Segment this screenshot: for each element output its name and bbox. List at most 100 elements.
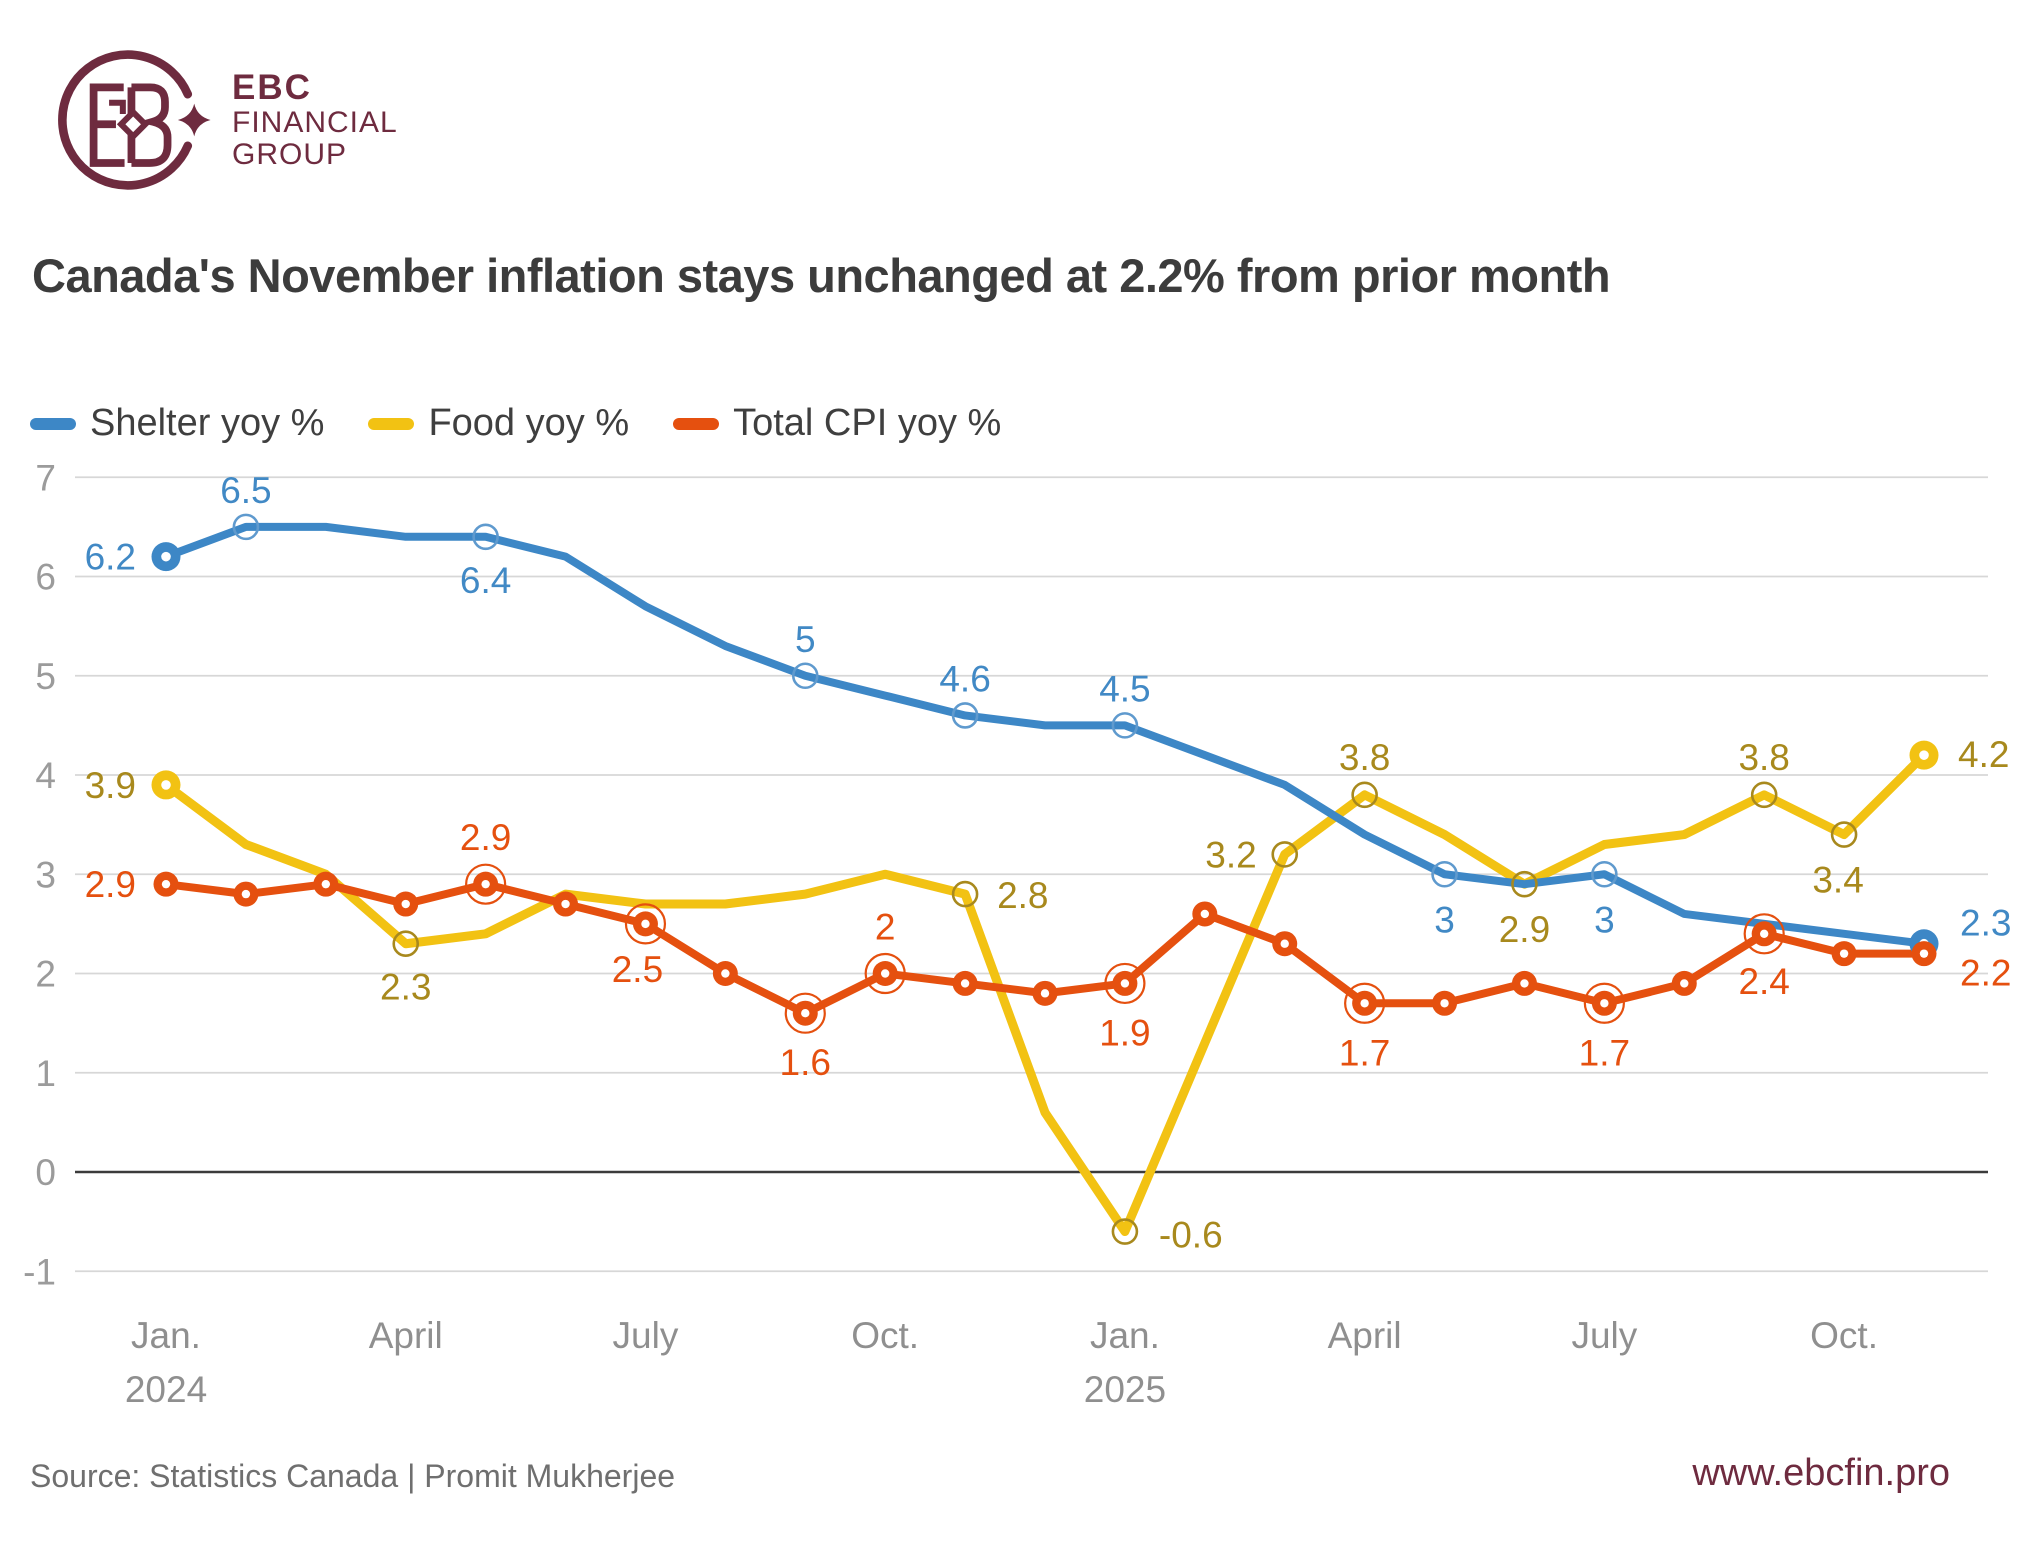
data-label: 2.3 xyxy=(1960,903,2011,944)
data-label: 2.3 xyxy=(380,967,431,1008)
marker-dot-hole xyxy=(1440,999,1449,1008)
logo-line-2: FINANCIAL xyxy=(232,105,398,139)
marker-dot-hole xyxy=(1919,750,1929,760)
data-label: 2.9 xyxy=(85,864,136,905)
marker-dot-hole xyxy=(161,780,171,790)
marker-ring xyxy=(864,952,906,995)
data-label: 3.9 xyxy=(85,765,136,806)
website-link: www.ebcfin.pro xyxy=(1692,1452,1950,1494)
y-tick-label: 3 xyxy=(35,854,56,895)
marker-open-circle xyxy=(1111,712,1139,739)
chart-title: Canada's November inflation stays unchan… xyxy=(32,249,1611,302)
data-label: -0.6 xyxy=(1159,1215,1223,1256)
data-label: 3.8 xyxy=(1339,737,1390,778)
data-point-labels: 6.2 6.5 6.4 5 4.6 4.5 3 3 2.3 3.9 2.3 2.8 -0.6 3.2 3.8… xyxy=(85,470,2012,1256)
source-attribution: Source: Statistics Canada | Promit Mukhe… xyxy=(30,1458,676,1494)
data-label: 2.9 xyxy=(1499,909,1550,950)
marker-open-circle xyxy=(392,930,420,958)
data-label: 2.2 xyxy=(1960,953,2011,994)
data-label: 2.8 xyxy=(997,875,1048,916)
gridlines xyxy=(75,476,1988,1273)
marker-ring xyxy=(624,903,667,945)
marker-dot-hole xyxy=(1360,999,1369,1008)
marker-dot-hole xyxy=(960,979,970,988)
legend-label-shelter: Shelter yoy % xyxy=(90,402,325,444)
ebc-logo: EBC FINANCIAL GROUP xyxy=(42,34,398,206)
x-tick-label: April xyxy=(369,1315,443,1356)
marker-dot-hole xyxy=(481,879,490,889)
marker-open-circle xyxy=(951,702,979,729)
marker-dot-hole xyxy=(1759,929,1769,938)
marker-dot-hole xyxy=(1839,949,1849,958)
legend-swatch-total-cpi xyxy=(673,417,720,430)
legend-item-shelter: Shelter yoy % xyxy=(30,402,324,445)
data-label: 3 xyxy=(1594,899,1615,940)
y-tick-label: 4 xyxy=(35,755,56,796)
y-tick-label: 2 xyxy=(35,954,56,995)
marker-dot-hole xyxy=(161,879,171,889)
marker-dot-hole xyxy=(801,1009,810,1018)
y-tick-label: -1 xyxy=(23,1251,56,1292)
data-label: 2 xyxy=(875,907,896,948)
marker-dot-hole xyxy=(1680,979,1689,988)
data-label: 4.5 xyxy=(1099,668,1150,709)
marker-open-circle xyxy=(951,880,979,908)
marker-dot-hole xyxy=(1520,979,1529,988)
data-label: 1.7 xyxy=(1579,1032,1630,1073)
x-tick-year-label: 2025 xyxy=(1084,1369,1166,1410)
data-label: 6.4 xyxy=(460,560,511,601)
data-label: 3.8 xyxy=(1738,737,1789,778)
marker-dot-hole xyxy=(401,899,410,909)
marker-dot-hole xyxy=(1280,939,1289,948)
ebc-logo-mark-icon xyxy=(58,50,211,190)
marker-dot-hole xyxy=(1200,909,1210,919)
legend-label-food: Food yoy % xyxy=(428,402,630,444)
logo-line-1: EBC xyxy=(232,67,312,107)
x-tick-label: Oct. xyxy=(1810,1315,1878,1356)
x-tick-label: Jan. xyxy=(1090,1315,1160,1356)
marker-dot-hole xyxy=(241,889,251,899)
marker-open-circle xyxy=(232,513,260,541)
data-label: 6.5 xyxy=(220,470,271,511)
data-label: 4.2 xyxy=(1958,734,2009,775)
data-label: 4.6 xyxy=(939,658,990,699)
marker-ring xyxy=(465,863,507,905)
data-label: 3.2 xyxy=(1205,834,1256,875)
marker-ring xyxy=(1743,913,1785,955)
marker-ring xyxy=(1583,982,1625,1024)
marker-dot-hole xyxy=(641,919,650,929)
marker-open-circle xyxy=(1511,870,1538,898)
marker-dot-hole xyxy=(1120,979,1130,988)
marker-dot-hole xyxy=(161,551,171,562)
marker-ring xyxy=(784,992,826,1034)
marker-open-circle xyxy=(1351,781,1378,809)
series-markers-1 xyxy=(151,740,1939,1245)
marker-open-circle xyxy=(791,662,819,690)
y-tick-label: 5 xyxy=(35,656,56,697)
legend-swatch-food xyxy=(368,417,415,430)
data-label: 3 xyxy=(1434,899,1455,940)
series-markers-2 xyxy=(153,863,1937,1034)
marker-ring xyxy=(1104,962,1146,1005)
x-tick-year-label: 2024 xyxy=(125,1369,207,1410)
legend-item-food: Food yoy % xyxy=(368,402,629,445)
series-line-shelter-yoy- xyxy=(162,522,1928,948)
y-tick-label: 0 xyxy=(35,1152,56,1193)
data-label: 5 xyxy=(795,619,816,660)
x-tick-label: Jan. xyxy=(131,1315,201,1356)
marker-ring xyxy=(1344,982,1386,1024)
data-label: 2.4 xyxy=(1738,961,1789,1002)
data-label: 6.2 xyxy=(85,537,136,578)
data-label: 1.9 xyxy=(1099,1012,1150,1053)
marker-open-circle xyxy=(1750,781,1778,809)
marker-dot-hole xyxy=(1919,949,1929,958)
marker-dot-hole xyxy=(561,899,570,909)
marker-dot-hole xyxy=(321,879,331,889)
data-label: 3.4 xyxy=(1812,860,1863,901)
y-tick-label: 1 xyxy=(35,1053,56,1094)
series-line-food-yoy- xyxy=(161,750,1929,1237)
data-label: 1.7 xyxy=(1339,1032,1390,1073)
data-label: 2.9 xyxy=(460,817,511,858)
x-axis-labels: Jan. 2024 April July Oct. Jan. 2025 April July Oc… xyxy=(125,1315,1878,1410)
